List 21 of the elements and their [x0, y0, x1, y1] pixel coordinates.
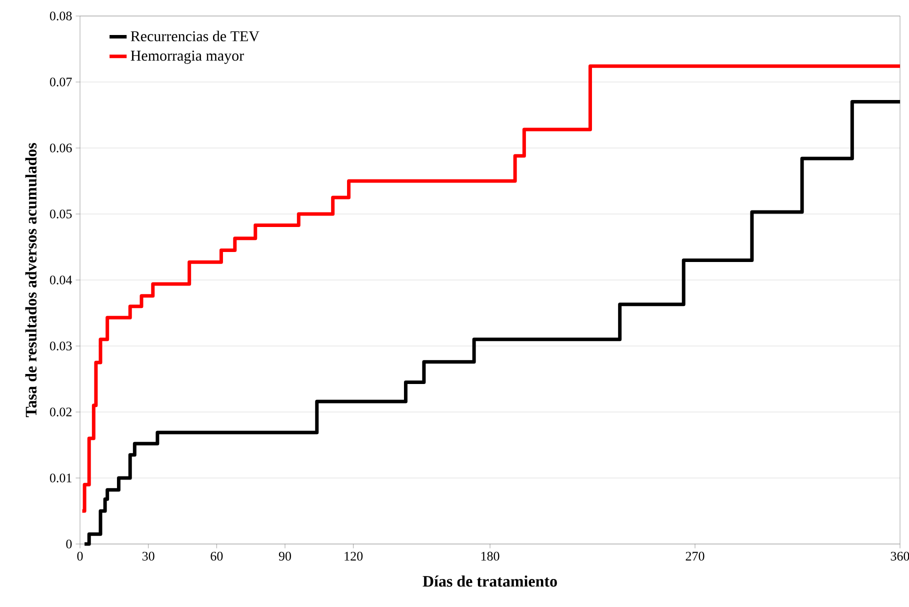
y-tick-label: 0.07	[50, 78, 72, 86]
y-tick-label: 0.03	[50, 342, 72, 350]
legend-label: Recurrencias de TEV	[130, 30, 260, 42]
x-tick-label: 30	[142, 552, 154, 561]
x-tick-label: 0	[77, 552, 83, 561]
y-tick-label: 0.08	[50, 12, 72, 20]
y-tick-label: 0.04	[50, 276, 72, 284]
x-axis-title: Días de tratamiento	[422, 575, 557, 587]
y-axis-title: Tasa de resultados adversos acumulados	[25, 143, 37, 418]
y-tick-label: 0	[66, 540, 72, 548]
y-tick-label: 0.05	[50, 210, 72, 218]
x-tick-label: 270	[686, 552, 704, 561]
x-tick-label: 120	[344, 552, 363, 561]
x-tick-label: 60	[210, 552, 223, 561]
y-tick-label: 0.01	[50, 474, 72, 482]
x-tick-label: 180	[481, 552, 500, 561]
y-tick-label: 0.02	[50, 408, 72, 416]
legend-label: Hemorragia mayor	[130, 50, 244, 64]
x-tick-label: 90	[278, 552, 292, 561]
y-tick-label: 0.06	[50, 144, 72, 152]
x-tick-label: 360	[890, 552, 909, 561]
